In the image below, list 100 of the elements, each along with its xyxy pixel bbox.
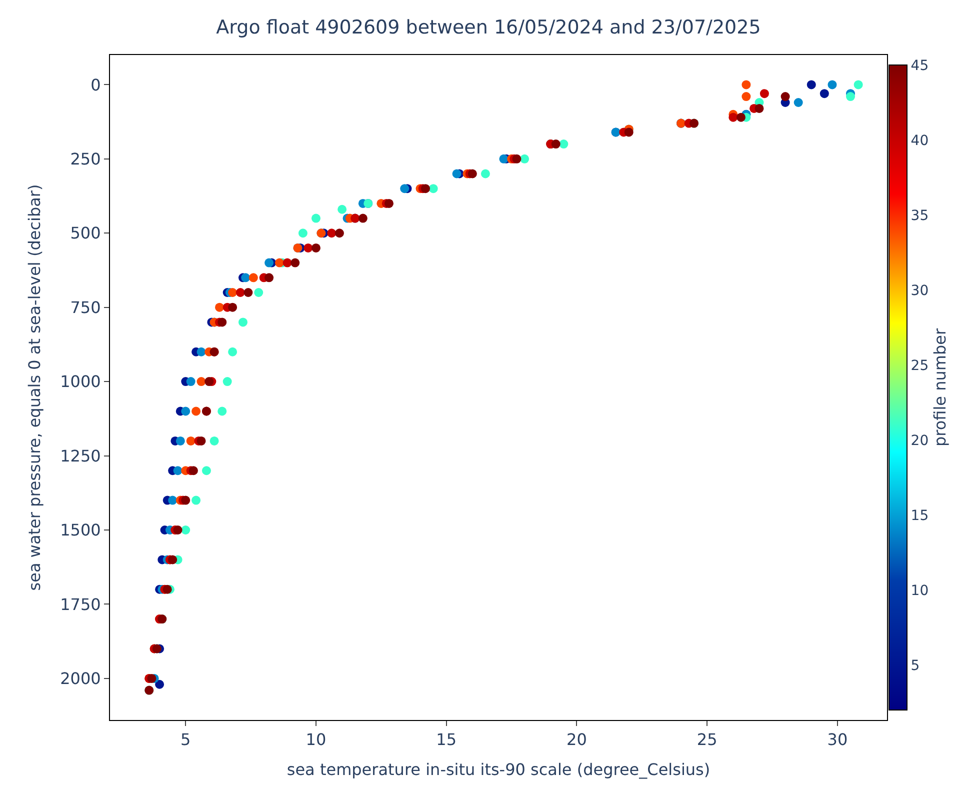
point (186, 377, 196, 386)
point (806, 80, 816, 90)
x-tick-label: 25 (696, 730, 718, 750)
point (282, 258, 292, 268)
point (181, 496, 190, 505)
point (176, 436, 185, 446)
x-tick-label: 10 (306, 730, 326, 750)
color-bar-label: 15 (910, 508, 929, 524)
color-bar-title: profile number (930, 328, 950, 447)
point (499, 154, 508, 164)
y-tick-label: 250 (70, 150, 101, 169)
color-bar-label: 35 (910, 208, 929, 224)
point (311, 214, 320, 223)
color-bar-label: 45 (910, 58, 929, 74)
point (241, 273, 250, 282)
point (742, 80, 751, 90)
x-tick-label: 20 (566, 730, 587, 750)
color-bar-label: 25 (910, 358, 929, 374)
y-tick-label: 1250 (60, 446, 101, 466)
point (728, 112, 738, 122)
color-bar-label: 40 (910, 132, 929, 149)
chart-title: Argo float 4902609 between 16/05/2024 and 23/07/2025 (216, 16, 761, 38)
point (298, 228, 308, 238)
point (181, 526, 190, 534)
point (196, 377, 206, 386)
point (228, 347, 238, 356)
point (192, 496, 201, 505)
point (420, 184, 430, 194)
point (188, 466, 198, 476)
color-bar-label: 10 (910, 582, 929, 599)
x-axis-title: sea temperature in-situ its-90 scale (degree_Celsius) (286, 760, 710, 779)
color-bar-label: 30 (910, 282, 929, 299)
point (202, 466, 211, 476)
point (780, 92, 790, 102)
y-tick-label: 750 (70, 298, 101, 317)
point (338, 204, 347, 214)
color-bar-label: 20 (910, 432, 929, 449)
point (624, 128, 634, 137)
y-tick-label: 500 (70, 224, 101, 243)
point (204, 377, 214, 386)
point (304, 243, 313, 252)
y-tick-label: 0 (90, 75, 101, 94)
point (512, 154, 522, 164)
y-tick-label: 1750 (60, 594, 101, 614)
point (264, 273, 274, 282)
point (559, 140, 568, 149)
point (162, 584, 172, 594)
point (236, 288, 245, 297)
point (228, 288, 238, 297)
point (854, 80, 863, 90)
point (228, 302, 238, 312)
point (196, 347, 206, 356)
point (400, 184, 410, 194)
point (468, 169, 477, 178)
point (754, 104, 764, 113)
point (173, 526, 182, 534)
point (742, 92, 751, 102)
x-tick-label: 15 (436, 730, 457, 750)
point (244, 288, 253, 297)
point (215, 302, 224, 312)
point (452, 169, 462, 178)
point (820, 89, 829, 98)
y-tick-label: 1000 (60, 372, 101, 392)
point (155, 680, 164, 689)
point (248, 273, 258, 282)
x-tick-label: 5 (180, 730, 191, 750)
point (480, 169, 490, 178)
point (264, 258, 274, 268)
point (218, 406, 227, 416)
point (794, 98, 803, 107)
point (846, 92, 855, 102)
point (192, 406, 201, 416)
point (311, 243, 320, 252)
point (828, 80, 837, 90)
y-tick-label: 1500 (60, 520, 101, 540)
point (222, 377, 232, 386)
point (428, 184, 438, 194)
y-axis-title: sea water pressure, equals 0 at sea-level (decibar) (24, 184, 44, 591)
x-tick-label: 30 (827, 730, 848, 750)
point (254, 288, 264, 297)
point (520, 154, 530, 164)
point (274, 258, 284, 268)
point (551, 140, 560, 149)
y-tick-label: 2000 (60, 669, 101, 688)
point (384, 198, 394, 208)
point (168, 555, 178, 564)
point (218, 318, 227, 327)
point (290, 258, 300, 268)
point (358, 214, 368, 223)
point (173, 466, 182, 476)
point (147, 674, 156, 683)
point (334, 228, 344, 238)
point (186, 436, 196, 446)
point (210, 436, 219, 446)
point (196, 436, 206, 446)
point (168, 496, 178, 505)
color-bar-label: 5 (910, 658, 920, 674)
point (736, 112, 746, 122)
point (327, 228, 336, 238)
point (238, 318, 248, 327)
